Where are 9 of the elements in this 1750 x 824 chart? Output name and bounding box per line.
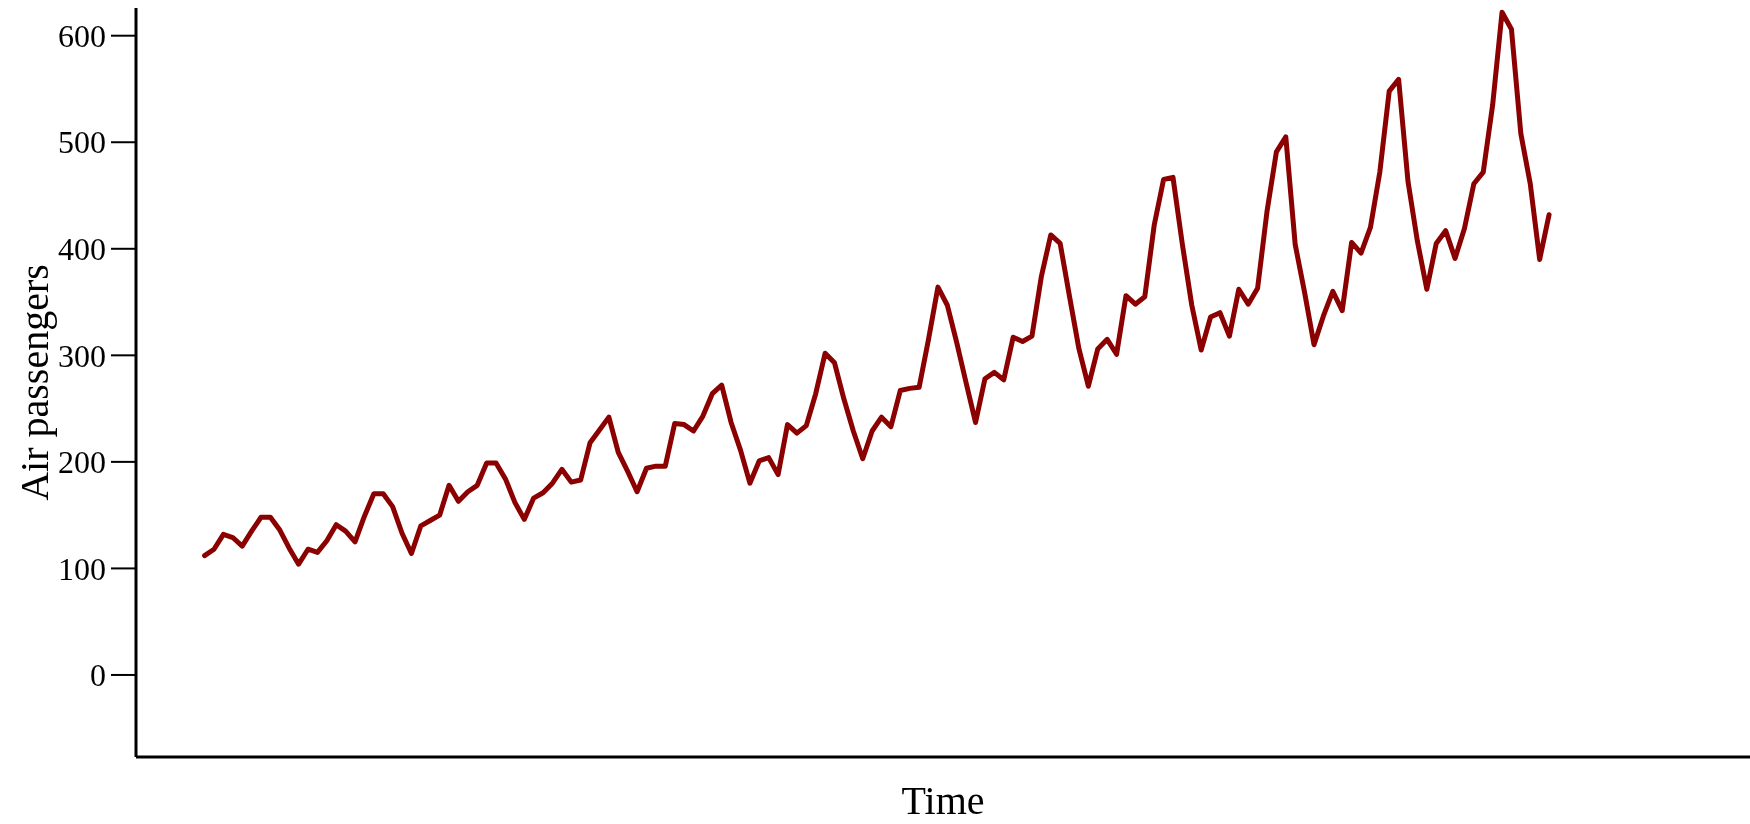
y-tick-label: 300 — [58, 337, 106, 374]
y-tick-label: 600 — [58, 17, 106, 54]
x-axis-title: Time — [901, 778, 985, 823]
y-tick-label: 200 — [58, 444, 106, 481]
y-tick-label: 0 — [90, 657, 106, 694]
y-tick-label: 400 — [58, 230, 106, 267]
y-tick-label: 500 — [58, 124, 106, 161]
y-axis-title: Air passengers — [12, 264, 57, 501]
y-tick-label: 100 — [58, 550, 106, 587]
